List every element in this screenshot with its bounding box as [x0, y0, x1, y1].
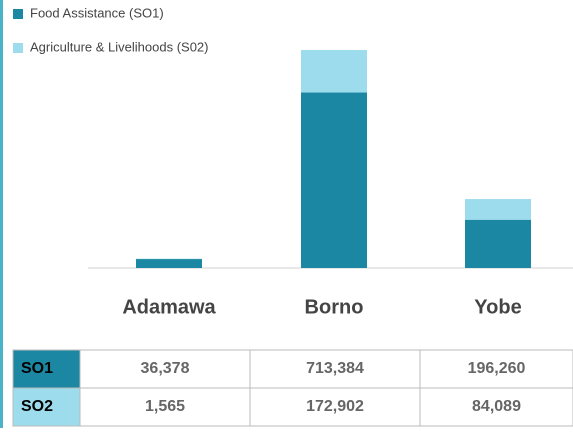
cell-value: 196,260	[468, 360, 526, 377]
left-border	[0, 0, 3, 428]
bar-segment	[465, 220, 531, 268]
bar-segment	[136, 259, 202, 268]
cell-value: 172,902	[306, 398, 364, 415]
cell-value: 84,089	[472, 398, 521, 415]
cell-value: 36,378	[141, 360, 190, 377]
cell-value: 1,565	[145, 398, 185, 415]
legend-label: Agriculture & Livelihoods (S02)	[30, 39, 208, 54]
bar-segment	[301, 50, 367, 93]
category-label: Yobe	[474, 296, 521, 318]
bar-segment	[301, 93, 367, 268]
bar-segment	[465, 199, 531, 220]
legend-label: Food Assistance (SO1)	[30, 5, 164, 20]
legend-swatch	[13, 9, 23, 19]
cell-value: 713,384	[306, 360, 364, 377]
row-header: SO1	[21, 360, 53, 377]
row-header: SO2	[21, 398, 53, 415]
category-label: Borno	[305, 296, 364, 318]
legend-swatch	[13, 43, 23, 53]
category-label: Adamawa	[122, 296, 216, 318]
